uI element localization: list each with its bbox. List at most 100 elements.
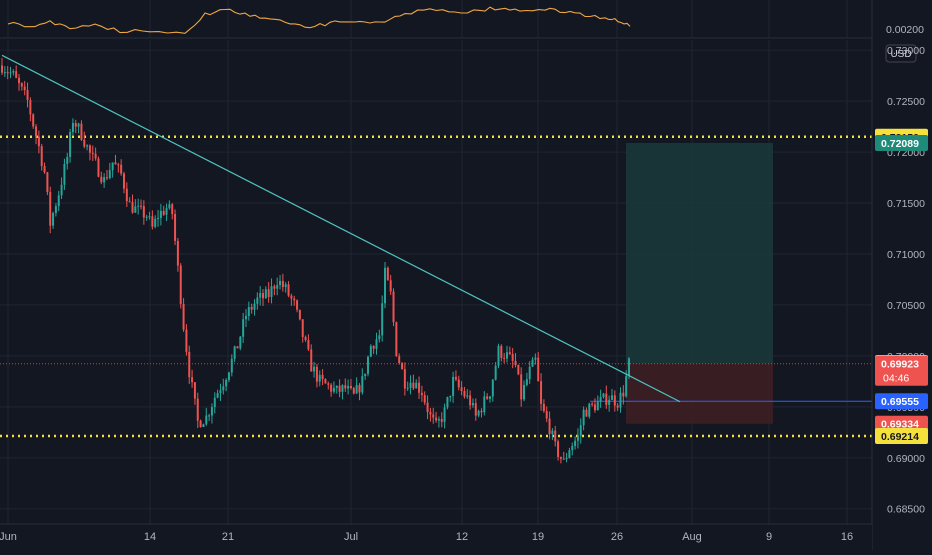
candle-body <box>117 164 120 166</box>
candle-body <box>276 285 279 289</box>
candle-body <box>193 382 196 399</box>
candle <box>74 119 77 134</box>
candle-body <box>120 164 123 174</box>
candle <box>616 403 619 411</box>
candle <box>142 200 145 225</box>
candle <box>480 408 483 418</box>
candle-body <box>610 395 613 400</box>
candle-body <box>23 86 26 91</box>
candle-body <box>418 382 421 393</box>
candle-body <box>134 206 137 213</box>
candle-body <box>97 158 100 177</box>
countdown-text: 04:46 <box>883 373 909 385</box>
price-label-red[interactable]: 0.69334 <box>875 415 928 432</box>
candle-body <box>554 430 557 442</box>
candle-body <box>542 403 545 412</box>
stop-zone[interactable] <box>626 363 773 424</box>
candle <box>332 381 335 394</box>
candle-body <box>497 345 500 366</box>
candle <box>559 456 562 464</box>
y-tick-label: 0.70500 <box>887 300 925 312</box>
x-tick-label: 19 <box>532 531 544 543</box>
candle <box>69 128 72 163</box>
level-lines[interactable] <box>0 135 872 438</box>
candle <box>29 97 32 122</box>
candle-body <box>324 379 327 384</box>
price-label-yellow[interactable]: 0.69214 <box>875 427 928 444</box>
trendline[interactable] <box>1 54 681 403</box>
candle <box>32 113 35 129</box>
candle <box>26 82 29 108</box>
candle-body <box>52 213 55 226</box>
candle <box>389 274 392 296</box>
candle <box>256 292 259 310</box>
candle-body <box>616 405 619 408</box>
candle-body <box>159 210 162 218</box>
target-zone[interactable] <box>626 143 773 364</box>
x-tick-label: 12 <box>456 531 468 543</box>
candle <box>366 355 369 377</box>
candle <box>88 144 91 161</box>
candle <box>488 396 491 403</box>
candle-body <box>179 265 182 305</box>
candle <box>506 345 509 363</box>
candle <box>244 309 247 328</box>
candle <box>236 346 239 349</box>
indicator-pane[interactable] <box>7 6 631 34</box>
candle <box>355 377 358 394</box>
candle-body <box>366 356 369 374</box>
candle <box>514 353 517 368</box>
candle-body <box>244 316 247 320</box>
price-label-text: 0.69923 <box>881 359 919 371</box>
candle-body <box>500 345 503 358</box>
price-axis-bg[interactable] <box>872 0 932 550</box>
candle-body <box>57 195 60 207</box>
time-axis-bg[interactable] <box>0 524 872 550</box>
candle <box>105 169 108 181</box>
candle-body <box>568 450 571 458</box>
price-axis-ticks: 0.730000.725000.720000.715000.710000.705… <box>887 45 925 516</box>
price-label-blue[interactable]: 0.69555 <box>875 393 928 410</box>
candle <box>227 371 230 383</box>
candle-body <box>142 206 145 218</box>
candle-body <box>523 384 526 400</box>
candle <box>103 173 106 188</box>
candle-body <box>233 346 236 359</box>
candle-body <box>304 336 307 341</box>
candle <box>347 379 350 395</box>
y-tick-label: 0.69000 <box>887 453 925 465</box>
candle <box>330 383 333 397</box>
price-label-teal[interactable]: 0.72089 <box>875 135 928 152</box>
candle-body <box>259 293 262 298</box>
price-label-box <box>875 135 928 152</box>
candle <box>437 416 440 428</box>
candle-body <box>219 390 222 394</box>
position-zones[interactable] <box>626 143 773 424</box>
candle <box>403 362 406 396</box>
candle-body <box>6 72 9 74</box>
price-label-red[interactable]: 0.69923 04:46 <box>875 355 928 386</box>
candle-body <box>432 414 435 418</box>
candle-body <box>256 297 259 304</box>
candle <box>298 309 301 321</box>
candle <box>341 384 344 400</box>
candle <box>199 419 202 428</box>
candle <box>508 346 511 356</box>
candle <box>352 386 355 395</box>
candle-body <box>613 395 616 406</box>
x-tick-label: 9 <box>766 531 772 543</box>
candle <box>43 162 46 174</box>
trendline-layer[interactable] <box>1 54 681 403</box>
currency-badge[interactable]: USD <box>885 44 917 63</box>
candle <box>281 273 284 292</box>
candle <box>60 177 63 199</box>
candle <box>471 398 474 408</box>
indicator-line[interactable] <box>7 6 631 34</box>
candle <box>233 345 236 363</box>
candle <box>202 423 205 428</box>
candle-body <box>313 366 316 372</box>
candle <box>500 344 503 362</box>
candle-body <box>571 446 574 451</box>
